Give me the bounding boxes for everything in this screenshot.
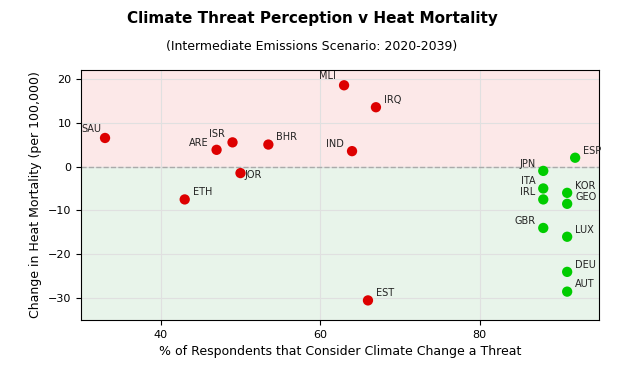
Point xyxy=(339,82,349,88)
Text: BHR: BHR xyxy=(276,132,297,142)
Text: MLI: MLI xyxy=(319,71,336,81)
Y-axis label: Change in Heat Mortality (per 100,000): Change in Heat Mortality (per 100,000) xyxy=(29,72,42,318)
Point xyxy=(562,289,572,294)
Text: SAU: SAU xyxy=(81,124,101,134)
Text: GEO: GEO xyxy=(575,192,597,202)
Text: (Intermediate Emissions Scenario: 2020-2039): (Intermediate Emissions Scenario: 2020-2… xyxy=(167,40,457,53)
Point xyxy=(347,148,357,154)
Bar xyxy=(81,70,599,166)
Point xyxy=(263,142,273,148)
Point xyxy=(562,269,572,275)
Text: LUX: LUX xyxy=(575,224,594,234)
Text: EST: EST xyxy=(376,288,394,298)
Bar xyxy=(81,166,599,320)
Text: ARE: ARE xyxy=(189,138,208,148)
Text: JPN: JPN xyxy=(519,159,535,169)
Point xyxy=(570,155,580,161)
X-axis label: % of Respondents that Consider Climate Change a Threat: % of Respondents that Consider Climate C… xyxy=(159,346,521,358)
Text: Climate Threat Perception v Heat Mortality: Climate Threat Perception v Heat Mortali… xyxy=(127,11,497,26)
Point xyxy=(363,297,373,303)
Point xyxy=(371,104,381,110)
Text: JOR: JOR xyxy=(245,170,262,180)
Text: GBR: GBR xyxy=(514,216,535,226)
Point xyxy=(100,135,110,141)
Text: ISR: ISR xyxy=(208,129,225,139)
Text: DEU: DEU xyxy=(575,260,596,270)
Text: AUT: AUT xyxy=(575,279,595,289)
Text: ESP: ESP xyxy=(583,145,602,156)
Text: IRL: IRL xyxy=(520,187,535,197)
Text: ETH: ETH xyxy=(193,187,212,197)
Text: ITA: ITA xyxy=(520,176,535,186)
Point xyxy=(235,170,245,176)
Text: KOR: KOR xyxy=(575,181,595,191)
Point xyxy=(539,225,548,231)
Point xyxy=(180,197,190,202)
Point xyxy=(562,234,572,240)
Point xyxy=(212,147,222,153)
Text: IND: IND xyxy=(326,139,344,149)
Point xyxy=(562,201,572,207)
Point xyxy=(228,139,238,145)
Point xyxy=(539,185,548,191)
Point xyxy=(562,190,572,196)
Point xyxy=(539,168,548,174)
Text: IRQ: IRQ xyxy=(384,95,401,105)
Point xyxy=(539,197,548,202)
